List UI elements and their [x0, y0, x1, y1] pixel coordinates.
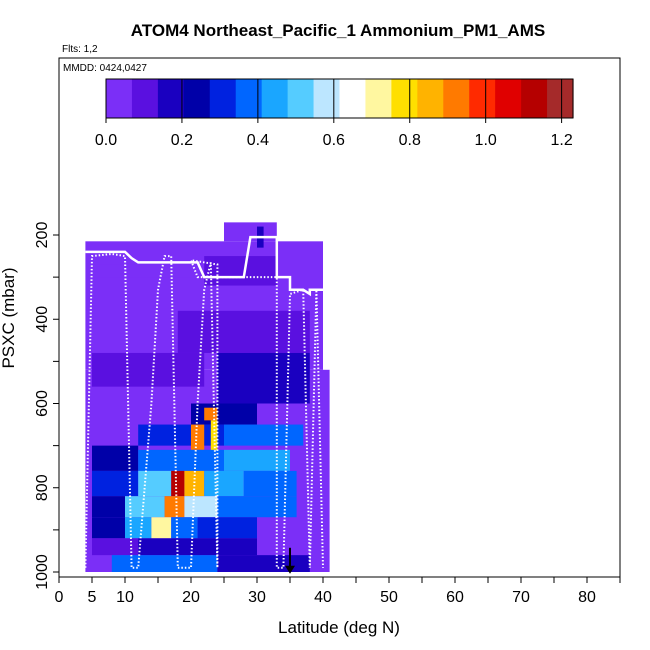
flight-track-dotted	[84, 252, 324, 569]
heatmap-cell	[217, 555, 310, 572]
heatmap-cells	[85, 222, 330, 572]
heatmap-cell	[184, 470, 205, 497]
colorbar-segment	[183, 79, 211, 118]
x-tick-label: 5	[88, 589, 97, 606]
dates-label: MMDD: 0424,0427	[63, 63, 147, 74]
colorbar-tick-label: 0.2	[171, 132, 193, 149]
heatmap-cell	[191, 424, 205, 450]
heatmap-cell	[224, 424, 304, 446]
colorbar-tick-label: 0.8	[399, 132, 421, 149]
colorbar-segment	[313, 79, 341, 118]
colorbar: 0.0 0.2 0.4 0.6 0.8 1.0 1.2	[95, 78, 574, 149]
heatmap-cell	[217, 352, 310, 404]
heatmap-cell	[92, 470, 139, 497]
colorbar-segment	[469, 79, 496, 118]
heatmap-cell	[92, 538, 139, 556]
heatmap-cell	[138, 538, 257, 556]
y-tick-label: 400	[34, 306, 51, 333]
colorbar-segment	[287, 79, 315, 118]
heatmap-cell	[217, 496, 297, 518]
x-tick-label: 70	[512, 589, 530, 606]
y-tick-label: 1000	[34, 554, 51, 590]
heatmap-cell	[243, 470, 297, 497]
x-tick-label: 40	[314, 589, 332, 606]
heatmap-cell	[92, 517, 125, 539]
colorbar-segment	[495, 79, 522, 118]
x-tick-label: 20	[182, 589, 200, 606]
x-axis-label: Latitude (deg N)	[278, 618, 400, 637]
flights-label: Flts: 1,2	[62, 44, 98, 55]
y-axis-label: PSXC (mbar)	[0, 267, 18, 368]
x-axis: 0 5 10 20 30 40 50 60 70 80	[55, 576, 621, 606]
colorbar-segment	[339, 79, 367, 118]
heatmap-cell	[111, 555, 218, 572]
y-tick-label: 200	[34, 222, 51, 249]
heatmap-cell	[204, 256, 277, 286]
x-tick-label: 30	[248, 589, 266, 606]
flight-track-solid	[85, 235, 323, 297]
heatmap-cell	[92, 264, 191, 278]
colorbar-segment	[417, 79, 444, 118]
y-axis: 200 400 600 800 1000	[34, 222, 59, 590]
flight-track	[84, 235, 324, 574]
heatmap-cell	[92, 352, 205, 387]
y-tick-label: 800	[34, 474, 51, 501]
heatmap-cell	[138, 449, 224, 471]
heatmap-cell	[204, 407, 218, 421]
colorbar-segment	[131, 79, 159, 118]
colorbar-segment	[365, 79, 392, 118]
marker-arrow-head	[285, 565, 295, 574]
x-tick-label: 0	[55, 589, 64, 606]
colorbar-segment	[261, 79, 289, 118]
x-tick-label: 50	[380, 589, 398, 606]
colorbar-tick-label: 0.0	[95, 132, 117, 149]
heatmap-cell	[197, 517, 257, 539]
x-tick-label: 60	[446, 589, 464, 606]
x-tick-label: 80	[578, 589, 596, 606]
heatmap-cell	[171, 470, 185, 497]
colorbar-tick-label: 0.4	[247, 132, 269, 149]
heatmap-cell	[184, 496, 218, 518]
heatmap-cell	[224, 449, 290, 471]
colorbar-segment	[157, 79, 185, 118]
heatmap-cell	[92, 496, 125, 518]
x-tick-label: 10	[116, 589, 134, 606]
colorbar-tick-label: 0.6	[323, 132, 345, 149]
colorbar-segment	[547, 79, 574, 118]
heatmap-cell	[191, 403, 257, 425]
colorbar-tick-label: 1.0	[475, 132, 497, 149]
colorbar-tick-label: 1.2	[550, 132, 572, 149]
colorbar-segment	[106, 79, 133, 118]
heatmap-cell	[125, 517, 152, 539]
y-tick-label: 600	[34, 390, 51, 417]
heatmap-cell	[138, 470, 172, 497]
colorbar-segment	[391, 79, 418, 118]
colorbar-segment	[209, 79, 237, 118]
heatmap-cell	[92, 445, 139, 471]
colorbar-segment	[443, 79, 470, 118]
heatmap-cell	[125, 496, 165, 518]
heatmap-cell	[164, 496, 185, 518]
heatmap-cell	[204, 470, 244, 497]
chart-title: ATOM4 Northeast_Pacific_1 Ammonium_PM1_A…	[131, 21, 545, 40]
heatmap-cell	[151, 517, 172, 539]
colorbar-segment	[521, 79, 548, 118]
